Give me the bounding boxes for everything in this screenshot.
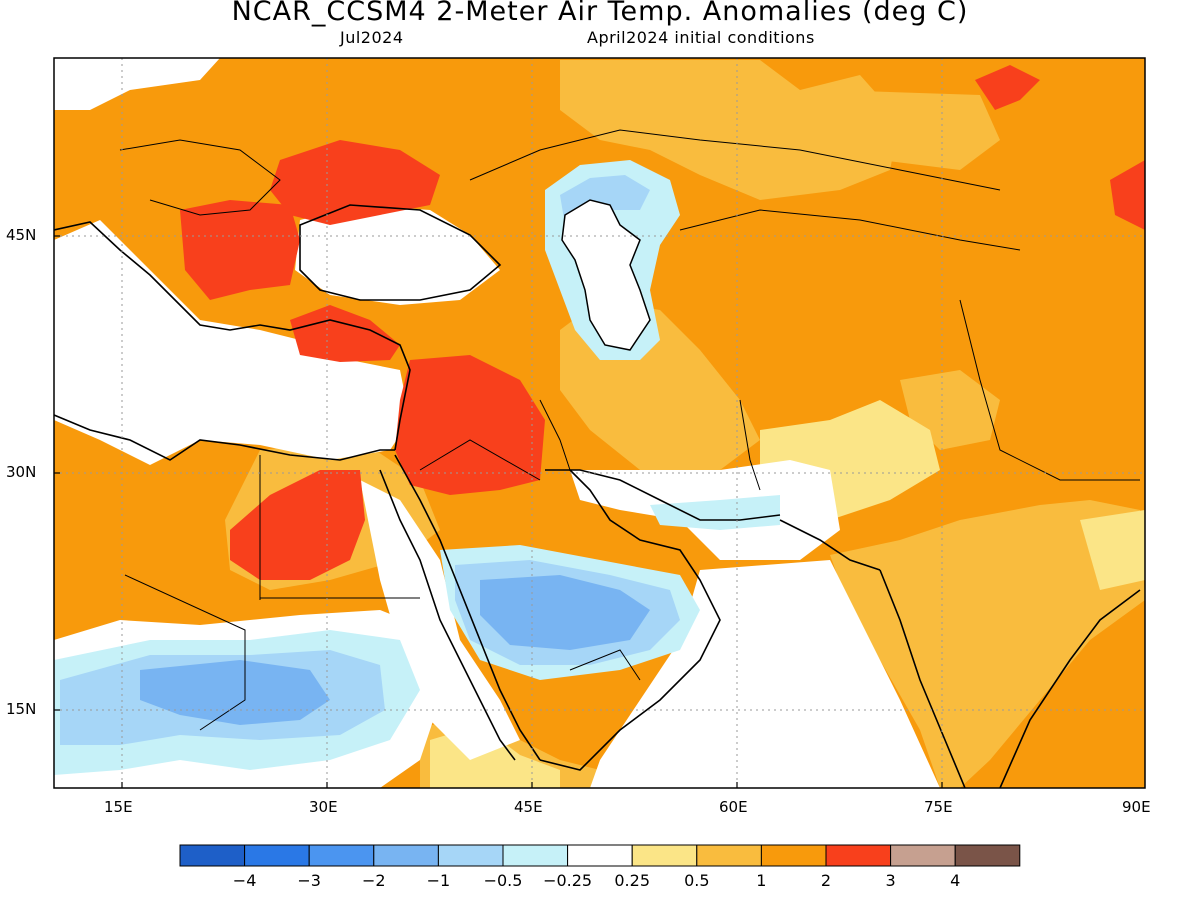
x-tick-60E: 60E bbox=[719, 798, 748, 816]
colorbar-swatch-2 bbox=[308, 844, 375, 867]
borders bbox=[119, 129, 1140, 731]
colorbar-swatch-6 bbox=[567, 844, 633, 867]
india-east-coast bbox=[999, 589, 1141, 788]
anomaly-field bbox=[54, 58, 1145, 788]
mediterranean-north-coast bbox=[54, 221, 411, 451]
border-europe bbox=[119, 139, 281, 216]
colorbar-label-10: 3 bbox=[886, 871, 896, 890]
colorbar-swatch-3 bbox=[373, 844, 439, 867]
colorbar-swatch-11 bbox=[890, 844, 956, 867]
initial-conditions: April2024 initial conditions bbox=[587, 28, 815, 47]
y-tick-45N: 45N bbox=[6, 226, 37, 244]
neutral-mediterranean bbox=[54, 220, 410, 465]
border-china bbox=[959, 299, 1140, 481]
forecast-month: Jul2024 bbox=[340, 28, 404, 47]
anomaly-neg-1-sahel bbox=[140, 660, 330, 725]
colorbar-swatch-9 bbox=[760, 844, 827, 867]
colorbar-label-5: −0.25 bbox=[543, 871, 592, 890]
anomaly-2-3-turkey bbox=[290, 305, 400, 362]
neutral-alps bbox=[54, 58, 220, 110]
colorbar-label-4: −0.5 bbox=[484, 871, 523, 890]
black-sea-coast bbox=[299, 204, 502, 301]
colorbar-label-1: −3 bbox=[297, 871, 321, 890]
colorbar-swatch-10 bbox=[825, 844, 892, 867]
colorbar-swatch-8 bbox=[696, 844, 762, 867]
red-sea-west-coast bbox=[379, 469, 516, 761]
coastlines bbox=[54, 204, 1141, 788]
border-saudi-north bbox=[419, 439, 541, 481]
anomaly-0.5-1-mongolia bbox=[830, 90, 1000, 170]
x-tick-90E: 90E bbox=[1122, 798, 1151, 816]
colorbar-label-3: −1 bbox=[427, 871, 451, 890]
colorbar-swatch-5 bbox=[502, 844, 569, 867]
caspian-sea bbox=[561, 199, 651, 351]
anomaly-2-3-balkans bbox=[180, 200, 300, 300]
border-iran-afghanistan bbox=[739, 399, 761, 491]
border-kazakhstan bbox=[679, 209, 1021, 251]
anomaly-2-3-siberia bbox=[975, 65, 1040, 110]
neutral-arabian-sea bbox=[590, 560, 940, 788]
border-iraq-iran bbox=[539, 399, 571, 471]
colorbar-label-7: 0.5 bbox=[684, 871, 709, 890]
anomaly-neg-1-arabia bbox=[480, 575, 650, 650]
colorbar-label-9: 2 bbox=[821, 871, 831, 890]
y-tick-15N: 15N bbox=[6, 700, 37, 718]
colorbar-swatch-1 bbox=[244, 844, 310, 867]
colorbar-label-2: −2 bbox=[362, 871, 386, 890]
anomaly-2-3-egypt bbox=[230, 470, 365, 580]
y-tick-30N: 30N bbox=[6, 463, 37, 481]
colorbar-swatch-0 bbox=[179, 844, 246, 867]
colorbar-swatch-7 bbox=[631, 844, 698, 867]
colorbar-label-11: 4 bbox=[950, 871, 960, 890]
colorbar-label-0: −4 bbox=[233, 871, 257, 890]
colorbar: −4 −3 −2 −1 −0.5 −0.25 0.25 0.5 1 2 3 4 bbox=[179, 844, 1021, 890]
india-west-coast bbox=[879, 569, 966, 788]
x-tick-45E: 45E bbox=[514, 798, 543, 816]
x-tick-15E: 15E bbox=[104, 798, 133, 816]
graticule bbox=[54, 58, 1145, 788]
anomaly-2-3-east bbox=[1110, 160, 1145, 230]
map-frame bbox=[53, 57, 1146, 789]
arabia-coast bbox=[539, 469, 721, 771]
pakistan-coast bbox=[779, 519, 881, 571]
border-russia bbox=[469, 129, 1001, 191]
anomaly-0.25-0.5-bengal bbox=[1080, 510, 1145, 590]
x-tick-75E: 75E bbox=[924, 798, 953, 816]
anomaly-2-3-ukraine bbox=[270, 140, 440, 225]
tick-marks bbox=[54, 235, 943, 788]
border-yemen-oman bbox=[569, 649, 641, 681]
colorbar-label-8: 1 bbox=[756, 871, 766, 890]
border-chad bbox=[124, 574, 246, 731]
anomaly-0.5-1-india bbox=[830, 500, 1145, 788]
colorbar-label-6: 0.25 bbox=[614, 871, 650, 890]
colorbar-swatch-12 bbox=[954, 844, 1021, 867]
neutral-black-sea bbox=[295, 205, 500, 305]
north-africa-coast bbox=[54, 414, 395, 461]
x-tick-30E: 30E bbox=[309, 798, 338, 816]
red-sea-east-coast bbox=[394, 454, 541, 761]
colorbar-swatch-4 bbox=[437, 844, 504, 867]
anomaly-2-3-iraq-syria bbox=[395, 355, 545, 495]
persian-gulf-coast bbox=[545, 469, 781, 521]
anomaly-0.5-1-central-asia bbox=[560, 60, 900, 200]
anomaly-neg-0.25-gulf bbox=[650, 495, 780, 530]
chart-title: NCAR_CCSM4 2-Meter Air Temp. Anomalies (… bbox=[231, 0, 969, 27]
